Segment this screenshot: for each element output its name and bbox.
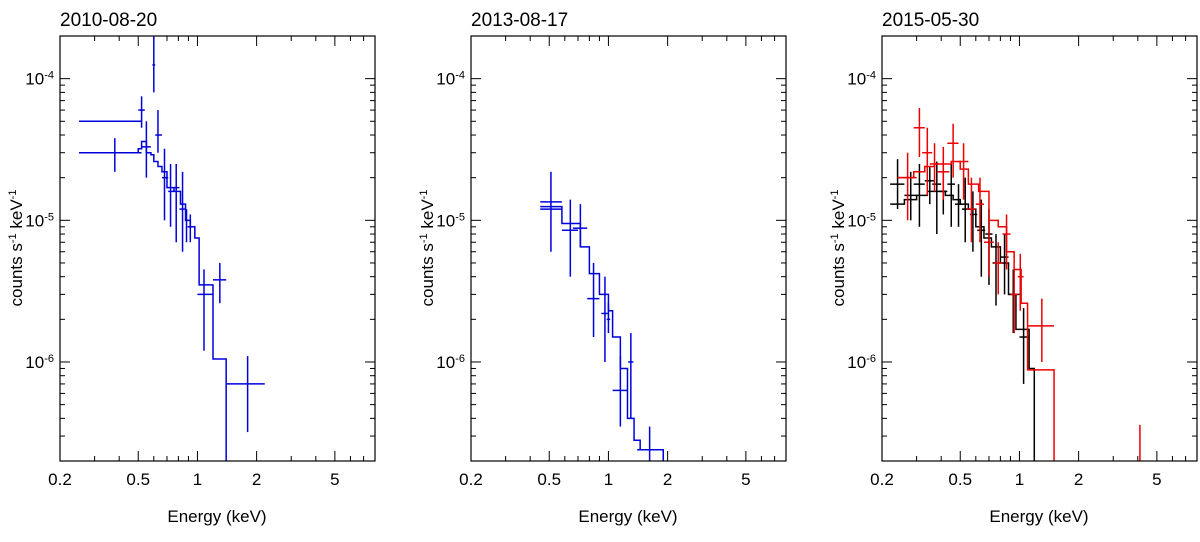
plot-frame bbox=[881, 35, 1198, 462]
data-point bbox=[628, 333, 634, 419]
data-point bbox=[197, 269, 214, 351]
x-tick-label: 0.2 bbox=[459, 470, 483, 489]
data-point bbox=[929, 143, 940, 192]
x-axis-label: Energy (keV) bbox=[167, 507, 266, 526]
y-axis-label: counts s-1 keV-1 bbox=[829, 190, 848, 307]
data-point bbox=[890, 159, 905, 210]
model-step-line bbox=[897, 160, 1055, 461]
y-tick-label: 10-4 bbox=[847, 70, 876, 89]
data-point bbox=[226, 356, 265, 433]
y-tick-label: 10-6 bbox=[847, 353, 876, 372]
data-point bbox=[954, 184, 962, 227]
data-point bbox=[975, 177, 984, 243]
x-tick-label: 1 bbox=[193, 470, 202, 489]
x-tick-label: 5 bbox=[741, 470, 750, 489]
panel-2013: 2013-08-17 0.2 0.5 1 2 5 10-6 10-5 10-4 Energy … bbox=[418, 10, 787, 526]
data-point bbox=[1139, 424, 1141, 461]
data-point bbox=[138, 96, 145, 128]
data-point bbox=[936, 146, 950, 200]
data-point bbox=[924, 166, 935, 205]
x-tick-label: 0.5 bbox=[126, 470, 150, 489]
panel-2015: 2015-05-30 0.2 0.5 1 2 5 10-6 10-5 10-4 Energy … bbox=[829, 10, 1198, 526]
y-tick-label: 10-6 bbox=[25, 353, 54, 372]
data-point bbox=[213, 262, 227, 304]
data-point bbox=[601, 276, 609, 362]
plot-frame bbox=[59, 35, 376, 462]
data-point bbox=[173, 163, 180, 243]
x-tick-label: 2 bbox=[252, 470, 261, 489]
data-point bbox=[155, 110, 162, 153]
x-axis-label: Energy (keV) bbox=[578, 507, 677, 526]
data-point bbox=[913, 108, 925, 157]
y-tick-label: 10-5 bbox=[847, 211, 876, 230]
data-point bbox=[992, 234, 1001, 306]
data-point bbox=[932, 161, 942, 235]
y-tick-label: 10-6 bbox=[436, 353, 465, 372]
x-tick-label: 2 bbox=[1074, 470, 1083, 489]
data-point bbox=[947, 161, 955, 227]
data-point bbox=[612, 356, 628, 427]
panel-title: 2015-05-30 bbox=[882, 10, 979, 31]
data-point bbox=[540, 171, 562, 252]
data-point bbox=[913, 163, 925, 227]
data-point bbox=[1027, 298, 1055, 362]
data-point bbox=[1017, 253, 1024, 311]
data-point bbox=[152, 36, 156, 93]
x-axis-label: Energy (keV) bbox=[989, 507, 1088, 526]
data-point bbox=[572, 204, 588, 247]
data-point bbox=[606, 303, 611, 334]
data-point bbox=[966, 177, 976, 243]
data-point bbox=[141, 121, 151, 178]
x-tick-label: 5 bbox=[1152, 470, 1161, 489]
data-point bbox=[637, 426, 664, 461]
x-tick-label: 2 bbox=[663, 470, 672, 489]
panel-title: 2013-08-17 bbox=[471, 10, 568, 31]
data-point bbox=[993, 242, 1003, 295]
data-point bbox=[1002, 214, 1011, 270]
data-point bbox=[179, 171, 186, 252]
y-tick-label: 10-5 bbox=[436, 211, 465, 230]
x-tick-label: 0.2 bbox=[48, 470, 72, 489]
x-tick-label: 5 bbox=[330, 470, 339, 489]
y-axis-label: counts s-1 keV-1 bbox=[418, 190, 437, 307]
y-tick-label: 10-4 bbox=[25, 70, 54, 89]
data-point bbox=[185, 209, 189, 243]
x-tick-label: 0.2 bbox=[870, 470, 894, 489]
panel-title: 2010-08-20 bbox=[60, 10, 157, 31]
data-point bbox=[897, 152, 917, 221]
data-point bbox=[904, 171, 917, 221]
data-point bbox=[168, 163, 174, 227]
data-point bbox=[983, 220, 994, 277]
model-step-line bbox=[540, 205, 664, 461]
data-point bbox=[1010, 269, 1018, 334]
panel-2010: 2010-08-20 0.2 0.5 1 2 5 10-6 10-5 10-4 Energy … bbox=[7, 10, 376, 526]
data-point bbox=[161, 148, 169, 221]
y-axis-label: counts s-1 keV-1 bbox=[7, 190, 26, 307]
data-point bbox=[587, 262, 600, 338]
data-point bbox=[947, 123, 959, 178]
x-tick-label: 1 bbox=[1015, 470, 1024, 489]
data-point bbox=[561, 199, 578, 277]
data-point bbox=[922, 127, 933, 196]
x-tick-label: 1 bbox=[604, 470, 613, 489]
x-tick-label: 0.5 bbox=[537, 470, 561, 489]
y-tick-label: 10-4 bbox=[436, 70, 465, 89]
x-tick-label: 0.5 bbox=[948, 470, 972, 489]
data-point bbox=[977, 199, 986, 277]
plot-frame bbox=[470, 35, 787, 462]
data-point bbox=[79, 138, 142, 172]
y-tick-label: 10-5 bbox=[25, 211, 54, 230]
data-point bbox=[187, 214, 194, 243]
data-point bbox=[958, 143, 969, 200]
